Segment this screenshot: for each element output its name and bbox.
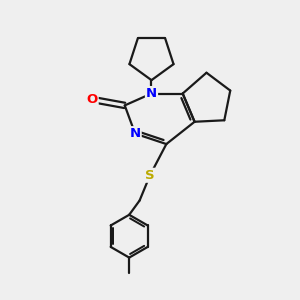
Text: O: O <box>86 93 98 106</box>
Text: N: N <box>146 87 157 100</box>
Text: N: N <box>130 127 141 140</box>
Text: S: S <box>145 169 155 182</box>
